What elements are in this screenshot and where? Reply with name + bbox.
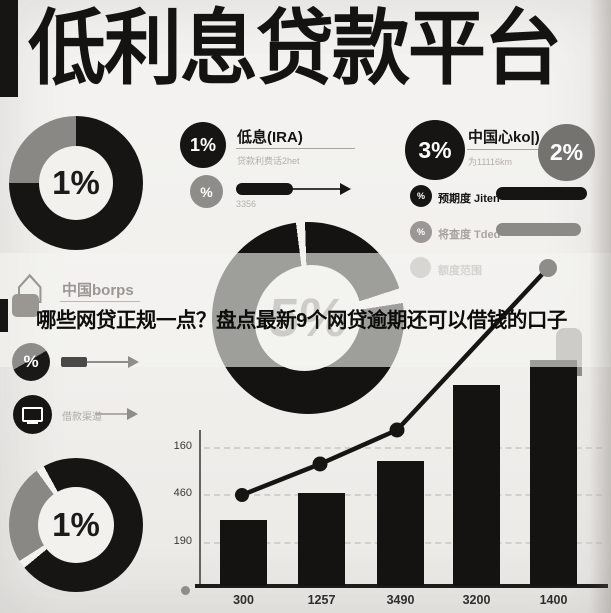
origin-dot-icon: [181, 586, 190, 595]
banner-left-mark: [0, 299, 8, 332]
low-interest-underline: [236, 148, 355, 149]
bar: [220, 520, 267, 586]
monitor-icon: [13, 395, 52, 434]
headline: 哪些网贷正规一点？盘点最新9个网贷逾期还可以借钱的口子: [36, 309, 567, 332]
legend-pill-dark: [496, 187, 587, 200]
x-axis: [195, 584, 608, 588]
trend-dot: [312, 456, 328, 472]
china-underline: [467, 149, 545, 150]
trend-dot: [389, 422, 405, 438]
legend-label-1: 预期度 Jiten: [438, 193, 500, 205]
edge-vignette: [589, 0, 611, 613]
china-title: 中国心ko|): [468, 129, 540, 146]
donut-top-left: 1%: [9, 116, 143, 250]
donut-top-left-value: 1%: [39, 146, 113, 220]
bar: [298, 493, 345, 586]
percent-split-circle: %: [12, 343, 50, 381]
donut-bottom-left: 1%: [9, 458, 143, 592]
x-category-label: 1400: [539, 593, 568, 607]
low-interest-title: 低息(IRA): [237, 129, 303, 146]
low-interest-badge: 1%: [180, 122, 226, 168]
china-badge-left: 3%: [405, 120, 465, 180]
page-title: 低利息贷款平台: [28, 1, 562, 95]
arrow-line: [87, 361, 129, 363]
arrow-head-icon: [128, 356, 139, 368]
percent-badge: %: [190, 175, 223, 208]
x-category-label: 1257: [307, 593, 336, 607]
bar: [530, 360, 577, 586]
house-icon: ⌂: [12, 257, 46, 317]
mini-bar: [61, 357, 87, 367]
donut-bottom-left-value: 1%: [38, 487, 114, 563]
y-tick-label: 160: [173, 440, 192, 452]
bar: [453, 385, 500, 586]
legend-percent-dot-icon: %: [410, 221, 432, 243]
legend-pill-gray: [496, 223, 581, 236]
arrow-line: [293, 188, 341, 190]
header-accent-bar: [0, 0, 18, 97]
brand-name: 中国borps: [62, 282, 134, 299]
low-interest-subtitle: 贷款利费话2het: [237, 156, 300, 166]
arrow-head-icon: [340, 183, 351, 195]
y-tick-label: 460: [173, 487, 192, 499]
arrow-line: [95, 413, 128, 415]
y-axis: [199, 430, 201, 586]
arrow-head-icon: [127, 408, 138, 420]
x-category-label: 3200: [462, 593, 491, 607]
bar: [377, 461, 424, 586]
progress-pill: [236, 183, 293, 195]
y-tick-label: 190: [173, 535, 192, 547]
brand-underline: [60, 301, 140, 302]
china-subtitle: 为11116km: [468, 157, 513, 167]
channel-label: 借款渠道: [62, 412, 102, 423]
china-badge-right: 2%: [538, 124, 595, 181]
legend-label-2: 将查度 Tded: [438, 229, 501, 241]
x-category-label: 300: [233, 593, 254, 607]
legend-percent-dot-icon: %: [410, 185, 432, 207]
x-category-label: 3490: [386, 593, 415, 607]
bar-note: 3356: [236, 199, 257, 209]
